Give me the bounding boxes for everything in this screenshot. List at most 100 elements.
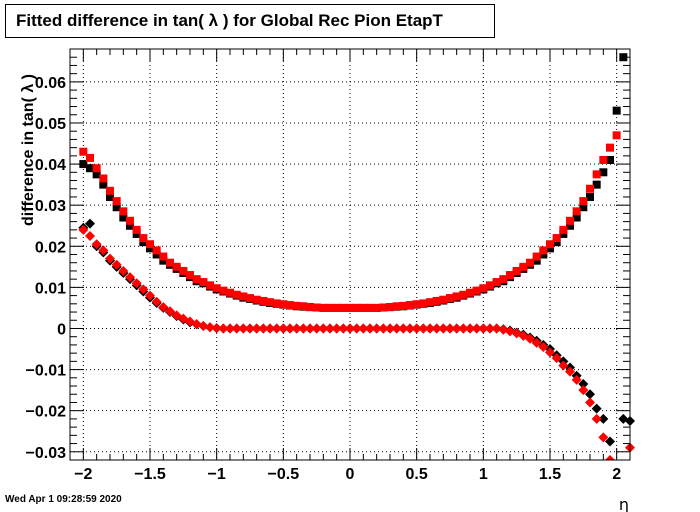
x-tick-label: −0.5 bbox=[268, 466, 300, 483]
data-point bbox=[118, 265, 129, 276]
data-point bbox=[186, 271, 194, 280]
data-point bbox=[451, 323, 462, 334]
data-point bbox=[99, 174, 108, 183]
data-point bbox=[466, 288, 474, 297]
data-point bbox=[298, 323, 309, 334]
y-tick-label: 0.06 bbox=[35, 75, 66, 92]
data-point bbox=[99, 180, 108, 189]
data-point bbox=[386, 303, 394, 312]
data-point bbox=[552, 234, 561, 243]
data-point bbox=[318, 323, 329, 334]
data-point bbox=[538, 341, 549, 352]
y-tick-label: 0.04 bbox=[35, 157, 66, 174]
x-tick-label: −2 bbox=[74, 466, 92, 483]
data-point bbox=[546, 240, 554, 249]
data-point bbox=[371, 323, 382, 334]
data-point bbox=[211, 323, 222, 334]
data-point bbox=[552, 238, 561, 247]
data-point bbox=[571, 374, 582, 385]
data-point bbox=[572, 207, 581, 216]
data-point bbox=[419, 299, 428, 308]
timestamp: Wed Apr 1 09:28:59 2020 bbox=[5, 494, 122, 505]
data-point bbox=[585, 397, 595, 408]
data-point bbox=[198, 321, 209, 332]
data-point bbox=[86, 164, 94, 173]
y-tick-label: 0 bbox=[57, 321, 66, 338]
data-point bbox=[165, 306, 175, 317]
data-point bbox=[125, 272, 135, 283]
data-point bbox=[239, 292, 248, 301]
data-point bbox=[166, 258, 174, 267]
data-point bbox=[572, 213, 581, 222]
data-point bbox=[359, 303, 368, 312]
data-point bbox=[592, 170, 601, 179]
x-tick-label: −1 bbox=[208, 466, 226, 483]
data-point bbox=[132, 225, 141, 234]
data-point bbox=[472, 286, 481, 295]
data-point bbox=[365, 323, 375, 334]
data-point bbox=[551, 353, 562, 364]
data-point bbox=[126, 216, 134, 225]
data-point bbox=[372, 303, 381, 312]
data-point bbox=[426, 298, 434, 307]
data-point bbox=[106, 192, 114, 201]
data-point bbox=[119, 207, 128, 216]
data-point bbox=[606, 155, 614, 164]
x-tick-label: 1 bbox=[479, 466, 488, 483]
data-point bbox=[272, 299, 281, 308]
data-point bbox=[366, 303, 374, 312]
data-point bbox=[152, 250, 161, 259]
data-point bbox=[432, 296, 441, 305]
y-tick-label: 0.02 bbox=[35, 239, 66, 256]
data-point bbox=[391, 323, 402, 334]
data-point bbox=[605, 436, 615, 447]
data-point bbox=[591, 403, 602, 414]
data-point bbox=[579, 203, 588, 212]
data-point bbox=[599, 155, 608, 164]
data-point bbox=[311, 323, 322, 334]
data-point bbox=[526, 258, 534, 267]
data-point bbox=[459, 290, 468, 299]
data-point bbox=[565, 366, 575, 377]
data-point bbox=[446, 294, 454, 303]
data-point bbox=[152, 246, 161, 255]
data-point bbox=[566, 216, 574, 225]
y-tick-label: −0.01 bbox=[26, 363, 67, 380]
data-point bbox=[126, 221, 134, 230]
data-point bbox=[159, 256, 168, 265]
data-point bbox=[532, 252, 541, 261]
x-tick-label: 0 bbox=[346, 466, 355, 483]
data-point bbox=[246, 294, 254, 303]
data-point bbox=[98, 245, 109, 256]
data-point bbox=[219, 286, 228, 295]
data-point bbox=[139, 234, 148, 243]
data-point bbox=[385, 323, 395, 334]
data-point bbox=[331, 323, 342, 334]
data-point bbox=[506, 271, 514, 280]
x-axis-label: η bbox=[619, 495, 629, 512]
data-point bbox=[325, 323, 335, 334]
data-point bbox=[226, 288, 234, 297]
data-point bbox=[539, 246, 548, 255]
data-point bbox=[225, 323, 235, 334]
data-point bbox=[285, 323, 295, 334]
data-point bbox=[305, 323, 315, 334]
data-point bbox=[192, 275, 201, 284]
y-tick-label: 0.05 bbox=[35, 116, 66, 133]
x-tick-label: −1.5 bbox=[134, 466, 166, 483]
data-point bbox=[531, 337, 542, 348]
data-point bbox=[231, 323, 242, 334]
data-point bbox=[358, 323, 369, 334]
data-point bbox=[332, 303, 341, 312]
data-point bbox=[445, 323, 455, 334]
x-tick-label: 1.5 bbox=[539, 466, 561, 483]
data-point bbox=[525, 333, 535, 344]
data-point bbox=[499, 275, 508, 284]
data-point bbox=[532, 256, 541, 265]
y-tick-label: −0.03 bbox=[26, 445, 67, 462]
data-point bbox=[479, 284, 488, 293]
data-point bbox=[132, 229, 141, 238]
data-point bbox=[92, 170, 101, 179]
data-point bbox=[105, 253, 115, 264]
